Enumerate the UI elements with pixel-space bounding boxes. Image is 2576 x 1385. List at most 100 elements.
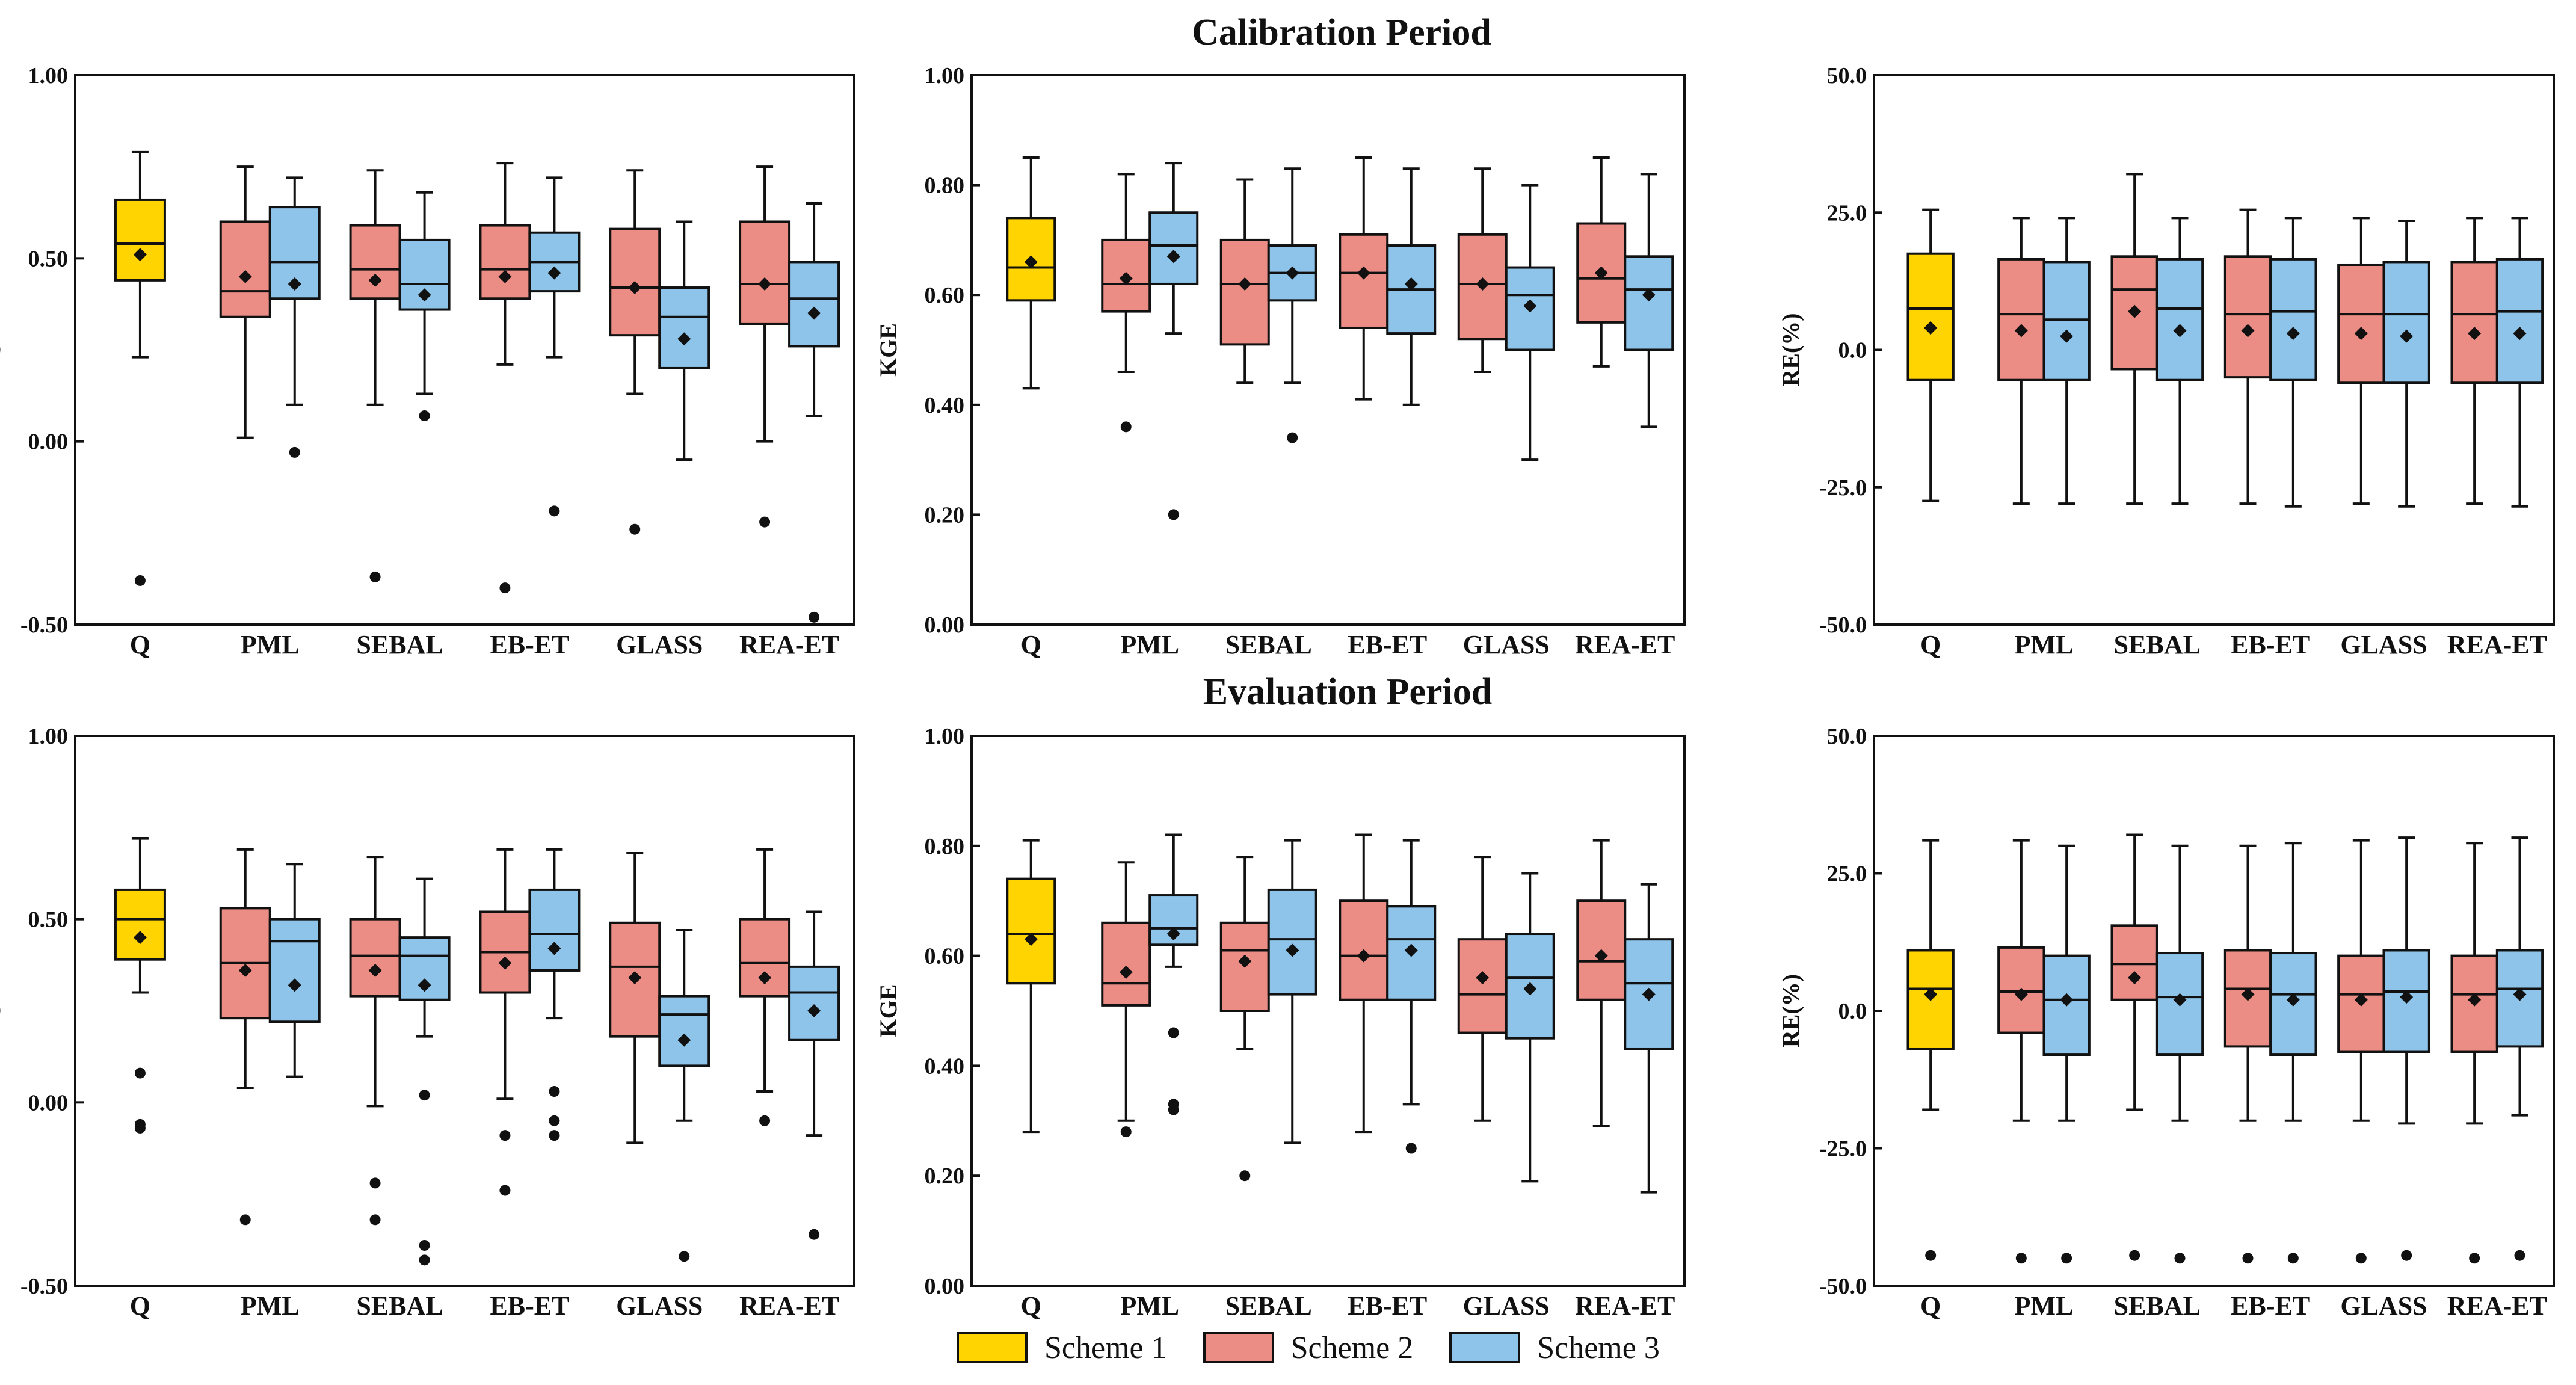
y-tick-label: 0.0 [1838, 999, 1867, 1024]
mean-marker [2173, 324, 2187, 338]
box-sebal-scheme-2 [1219, 178, 1270, 384]
mean-marker [2354, 993, 2368, 1007]
panel-evaluation-nse: -0.50 0.00 0.50 1.00 NSE Q PML SEBAL EB-ET GLASS R… [0, 724, 855, 1321]
box-iqr [2223, 255, 2272, 379]
outlier-point [1168, 1104, 1179, 1115]
x-category-label: GLASS [2340, 630, 2427, 659]
mean-marker [1238, 277, 1252, 291]
x-category-label: EB-ET [1348, 1291, 1427, 1321]
box-sebal-scheme-2 [349, 169, 401, 582]
y-tick-label: 1.00 [925, 724, 965, 749]
box-q-scheme-1 [114, 150, 166, 586]
y-tick-label: 0.00 [925, 1274, 965, 1299]
x-category-label: SEBAL [2114, 630, 2201, 659]
outlier-point [1120, 421, 1132, 433]
mean-marker [2014, 987, 2028, 1001]
outlier-point [549, 1130, 560, 1141]
box-eb-et-scheme-2 [1339, 833, 1389, 1134]
box-rea-et-scheme-2 [739, 848, 791, 1126]
box-glass-scheme-2 [1457, 856, 1508, 1122]
y-tick-label: 0.80 [925, 834, 965, 859]
box-iqr [788, 261, 840, 348]
box-pml-scheme-2 [1101, 861, 1151, 1138]
y-tick-label: -25.0 [1819, 475, 1867, 501]
mean-marker [2468, 993, 2482, 1007]
box-q-scheme-1 [1906, 839, 1955, 1261]
calibration-title: Calibration Period [1192, 12, 1491, 53]
box-sebal-scheme-2 [2110, 173, 2158, 505]
box-eb-et-scheme-2 [1339, 156, 1389, 401]
x-category-label: REA-ET [1575, 630, 1675, 659]
box-eb-et-scheme-3 [1386, 839, 1437, 1154]
mean-marker [1119, 271, 1133, 285]
box-pml-scheme-2 [219, 165, 271, 439]
box-glass-scheme-2 [609, 169, 661, 535]
plot-frame [970, 735, 1686, 1287]
mean-marker [2513, 327, 2527, 341]
box-glass-scheme-3 [1505, 184, 1555, 461]
outlier-point [499, 1185, 511, 1196]
box-iqr [219, 220, 271, 318]
mean-marker [1523, 982, 1537, 996]
y-axis-label: KGE [875, 323, 902, 377]
legend-swatch-scheme-1 [957, 1332, 1028, 1363]
x-category-label: PML [2015, 1291, 2074, 1321]
box-iqr [2269, 258, 2317, 381]
box-glass-scheme-2 [609, 851, 661, 1144]
mean-marker [498, 956, 512, 970]
box-eb-et-scheme-3 [2269, 217, 2317, 508]
outlier-point [809, 611, 820, 623]
y-tick-label: 0.50 [28, 907, 69, 933]
outlier-point [759, 1115, 771, 1126]
box-pml-scheme-3 [268, 863, 321, 1078]
legend: Scheme 1 Scheme 2 Scheme 3 [957, 1324, 1696, 1372]
outlier-point [2514, 1250, 2525, 1261]
box-sebal-scheme-3 [2155, 217, 2204, 505]
mean-marker [1024, 255, 1038, 269]
outlier-point [2355, 1253, 2367, 1264]
outlier-point [289, 446, 300, 458]
legend-label-scheme-2: Scheme 2 [1290, 1330, 1414, 1365]
box-iqr [1505, 266, 1555, 351]
x-category-label: PML [1120, 630, 1179, 659]
box-q-scheme-1 [1906, 208, 1955, 502]
mean-marker [2241, 987, 2255, 1001]
mean-marker [1642, 288, 1656, 302]
box-eb-et-scheme-3 [1386, 167, 1437, 406]
box-q-scheme-1 [1006, 839, 1056, 1134]
panel-calibration-nse: -0.50 0.00 0.50 1.00 NSE Q PML SEBAL EB-ET GLASS R… [0, 63, 855, 659]
outlier-point [549, 505, 560, 517]
box-rea-et-scheme-2 [2450, 842, 2498, 1264]
mean-marker [1924, 987, 1938, 1001]
mean-marker [1166, 927, 1180, 941]
y-tick-label: -25.0 [1819, 1137, 1867, 1162]
mean-marker [2060, 329, 2074, 343]
legend-swatch-scheme-2 [1203, 1332, 1274, 1363]
box-glass-scheme-3 [658, 220, 710, 461]
box-rea-et-scheme-2 [2450, 217, 2498, 505]
mean-marker [677, 332, 691, 346]
outlier-point [2015, 1253, 2027, 1264]
outlier-point [369, 571, 381, 582]
outlier-point [134, 575, 146, 586]
mean-marker [1357, 266, 1370, 280]
y-tick-label: -0.50 [20, 1274, 68, 1299]
box-iqr [2337, 263, 2385, 384]
y-tick-label: 50.0 [1827, 724, 1867, 749]
y-tick-label: 0.50 [28, 246, 69, 271]
box-pml-scheme-2 [1101, 173, 1151, 433]
legend-label-scheme-1: Scheme 1 [1044, 1330, 1167, 1365]
x-category-label: GLASS [616, 630, 703, 659]
box-pml-scheme-2 [1997, 839, 2045, 1264]
mean-marker [2128, 971, 2142, 985]
box-rea-et-scheme-3 [788, 202, 840, 623]
x-category-label: REA-ET [739, 1291, 839, 1321]
mean-marker [2241, 324, 2255, 338]
x-category-label: REA-ET [2447, 630, 2547, 659]
mean-marker [547, 266, 561, 280]
y-tick-label: 0.60 [925, 283, 965, 308]
mean-marker [2128, 304, 2142, 318]
mean-marker [628, 971, 642, 985]
mean-marker [758, 277, 772, 291]
box-rea-et-scheme-2 [1576, 839, 1627, 1127]
